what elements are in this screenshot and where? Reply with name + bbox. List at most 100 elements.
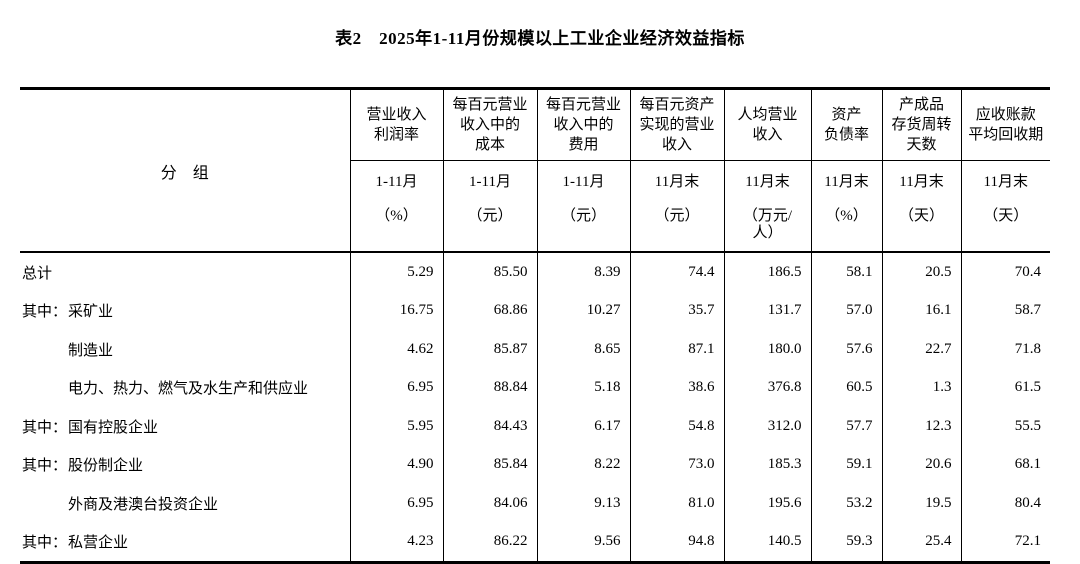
cell-value: 131.7: [723, 291, 811, 330]
cell-value: 5.29: [349, 252, 443, 292]
cell-value: 57.0: [810, 291, 882, 330]
cell-value: 16.1: [881, 291, 961, 330]
column-header-expense-per-100: 每百元营业 收入中的 费用: [536, 88, 630, 161]
table-row-foreign-invested: 外商及港澳台投资企业 6.95 84.06 9.13 81.0 195.6 53…: [20, 484, 1050, 523]
cell-value: 186.5: [723, 252, 811, 292]
column-header-inventory-turnover-days: 产成品 存货周转 天数: [881, 88, 961, 161]
cell-value: 312.0: [723, 407, 811, 446]
cell-value: 74.4: [629, 252, 724, 292]
cell-value: 5.18: [536, 368, 630, 407]
cell-value: 72.1: [960, 522, 1050, 563]
cell-value: 88.84: [442, 368, 537, 407]
cell-value: 59.1: [810, 445, 882, 484]
column-unit: （元）: [654, 207, 700, 224]
cell-value: 85.50: [442, 252, 537, 292]
column-header-revenue-per-capita: 人均营业 收入: [723, 88, 811, 161]
cell-value: 85.87: [442, 330, 537, 369]
cell-value: 58.1: [810, 252, 882, 292]
column-unit: （万元/ 人）: [742, 207, 793, 241]
column-header-cost-per-100: 每百元营业 收入中的 成本: [442, 88, 537, 161]
cell-value: 10.27: [536, 291, 630, 330]
cell-value: 9.56: [536, 522, 630, 563]
cell-value: 55.5: [960, 407, 1050, 446]
cell-value: 59.3: [810, 522, 882, 563]
cell-value: 4.62: [349, 330, 443, 369]
cell-value: 70.4: [960, 252, 1050, 292]
column-subheader: 11月末 （元）: [629, 160, 724, 253]
cell-value: 38.6: [629, 368, 724, 407]
column-period: 1-11月: [469, 174, 511, 190]
column-unit: （天）: [983, 207, 1029, 224]
cell-value: 54.8: [629, 407, 724, 446]
cell-value: 84.06: [442, 484, 537, 523]
header-row-indicators: 分 组 营业收入 利润率 每百元营业 收入中的 成本 每百元营业 收入中的 费用…: [20, 88, 1050, 253]
column-period: 11月末: [745, 174, 790, 190]
row-label: 其中：私营企业: [22, 535, 129, 552]
cell-value: 35.7: [629, 291, 724, 330]
cell-value: 58.7: [960, 291, 1050, 330]
cell-value: 19.5: [881, 484, 961, 523]
cell-value: 68.1: [960, 445, 1050, 484]
column-header-debt-ratio: 资产 负债率: [810, 88, 882, 161]
cell-value: 61.5: [960, 368, 1050, 407]
column-period: 1-11月: [562, 174, 605, 190]
cell-value: 22.7: [881, 330, 961, 369]
column-unit: （天）: [898, 207, 944, 224]
column-header-revenue-per-100-assets: 每百元资产 实现的营业 收入: [629, 88, 724, 161]
cell-value: 140.5: [723, 522, 811, 563]
column-period: 11月末: [983, 174, 1028, 190]
cell-value: 4.90: [349, 445, 443, 484]
row-label: 制造业: [68, 342, 114, 359]
column-period: 1-11月: [375, 174, 418, 190]
column-unit: （%）: [375, 207, 418, 224]
column-subheader: 11月末 （万元/ 人）: [723, 160, 811, 253]
cell-value: 84.43: [442, 407, 537, 446]
cell-value: 9.13: [536, 484, 630, 523]
page-title: 表2 2025年1-11月份规模以上工业企业经济效益指标: [335, 29, 745, 48]
column-subheader: 1-11月 （%）: [349, 160, 443, 253]
cell-value: 8.22: [536, 445, 630, 484]
cell-value: 25.4: [881, 522, 961, 563]
column-subheader: 1-11月 （元）: [442, 160, 537, 253]
header-row-period-unit: 1-11月 （%） 1-11月 （元） 1-11月 （元） 11月末 （元） 1…: [20, 160, 1050, 253]
row-label: 其中：采矿业: [22, 304, 114, 321]
cell-value: 57.6: [810, 330, 882, 369]
cell-value: 20.5: [881, 252, 961, 292]
cell-value: 4.23: [349, 522, 443, 563]
column-period: 11月末: [824, 174, 869, 190]
row-label: 其中：国有控股企业: [22, 419, 159, 436]
table-row-total: 总计 5.29 85.50 8.39 74.4 186.5 58.1 20.5 …: [20, 252, 1050, 292]
cell-value: 1.3: [881, 368, 961, 407]
table-row-mining: 其中：采矿业 16.75 68.86 10.27 35.7 131.7 57.0…: [20, 291, 1050, 330]
cell-value: 94.8: [629, 522, 724, 563]
cell-value: 6.95: [349, 368, 443, 407]
cell-value: 57.7: [810, 407, 882, 446]
cell-value: 87.1: [629, 330, 724, 369]
cell-value: 376.8: [723, 368, 811, 407]
cell-value: 5.95: [349, 407, 443, 446]
column-period: 11月末: [654, 174, 700, 190]
column-unit: （元）: [560, 207, 606, 224]
cell-value: 81.0: [629, 484, 724, 523]
cell-value: 20.6: [881, 445, 961, 484]
column-subheader: 11月末 （天）: [960, 160, 1050, 253]
cell-value: 80.4: [960, 484, 1050, 523]
column-unit: （%）: [825, 207, 868, 224]
column-subheader: 11月末 （天）: [881, 160, 961, 253]
cell-value: 12.3: [881, 407, 961, 446]
column-unit: （元）: [467, 207, 513, 224]
cell-value: 85.84: [442, 445, 537, 484]
column-subheader: 11月末 （%）: [810, 160, 882, 253]
cell-value: 68.86: [442, 291, 537, 330]
table-row-utilities: 电力、热力、燃气及水生产和供应业 6.95 88.84 5.18 38.6 37…: [20, 368, 1050, 407]
cell-value: 86.22: [442, 522, 537, 563]
column-period: 11月末: [899, 174, 944, 190]
cell-value: 73.0: [629, 445, 724, 484]
cell-value: 6.17: [536, 407, 630, 446]
cell-value: 6.95: [349, 484, 443, 523]
cell-value: 8.65: [536, 330, 630, 369]
row-label: 电力、热力、燃气及水生产和供应业: [68, 381, 309, 398]
economic-indicators-table: 分 组 营业收入 利润率 每百元营业 收入中的 成本 每百元营业 收入中的 费用…: [20, 87, 1050, 564]
table-row-manufacturing: 制造业 4.62 85.87 8.65 87.1 180.0 57.6 22.7…: [20, 330, 1050, 369]
group-header-cell: 分 组: [20, 88, 350, 253]
